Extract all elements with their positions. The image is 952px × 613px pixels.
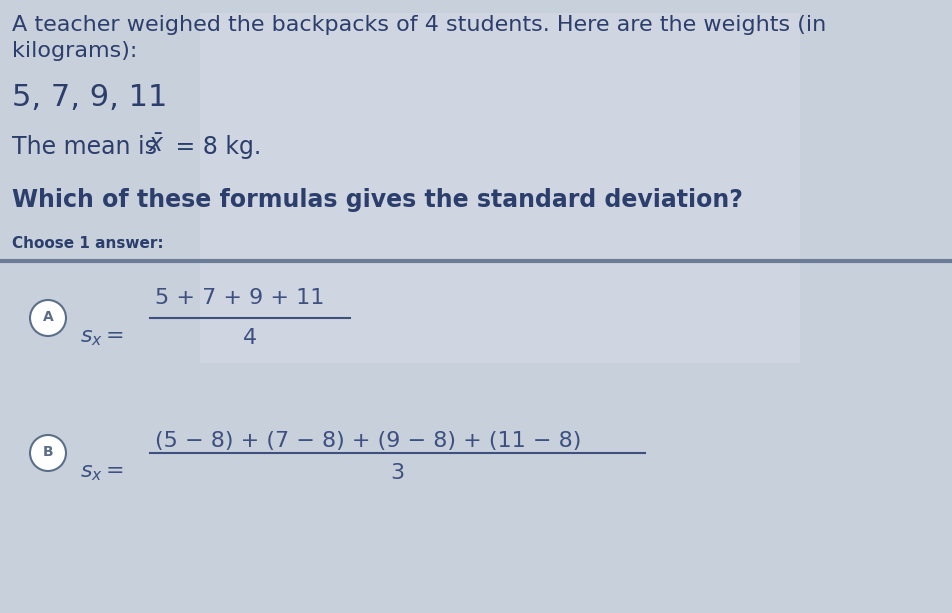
Text: $s_x =$: $s_x =$ [80,463,124,483]
Text: 3: 3 [390,463,405,483]
Text: = 8 kg.: = 8 kg. [168,135,261,159]
Text: $\bar{x}$: $\bar{x}$ [148,133,165,157]
Point [144,314,155,322]
Text: A: A [43,310,53,324]
Text: 5, 7, 9, 11: 5, 7, 9, 11 [12,83,168,112]
Text: kilograms):: kilograms): [12,41,137,61]
Circle shape [30,300,66,336]
Text: 5 + 7 + 9 + 11: 5 + 7 + 9 + 11 [155,288,324,308]
Point [639,449,650,457]
Text: B: B [43,445,53,459]
Text: Choose 1 answer:: Choose 1 answer: [12,236,164,251]
Text: $s_x =$: $s_x =$ [80,328,124,348]
Text: The mean is: The mean is [12,135,165,159]
Circle shape [30,435,66,471]
Text: A teacher weighed the backpacks of 4 students. Here are the weights (in: A teacher weighed the backpacks of 4 stu… [12,15,825,35]
Text: 4: 4 [243,328,257,348]
Text: (5 − 8) + (7 − 8) + (9 − 8) + (11 − 8): (5 − 8) + (7 − 8) + (9 − 8) + (11 − 8) [155,431,581,451]
Point [144,449,155,457]
Bar [200,13,799,363]
Text: Which of these formulas gives the standard deviation?: Which of these formulas gives the standa… [12,188,743,212]
Point [344,314,355,322]
